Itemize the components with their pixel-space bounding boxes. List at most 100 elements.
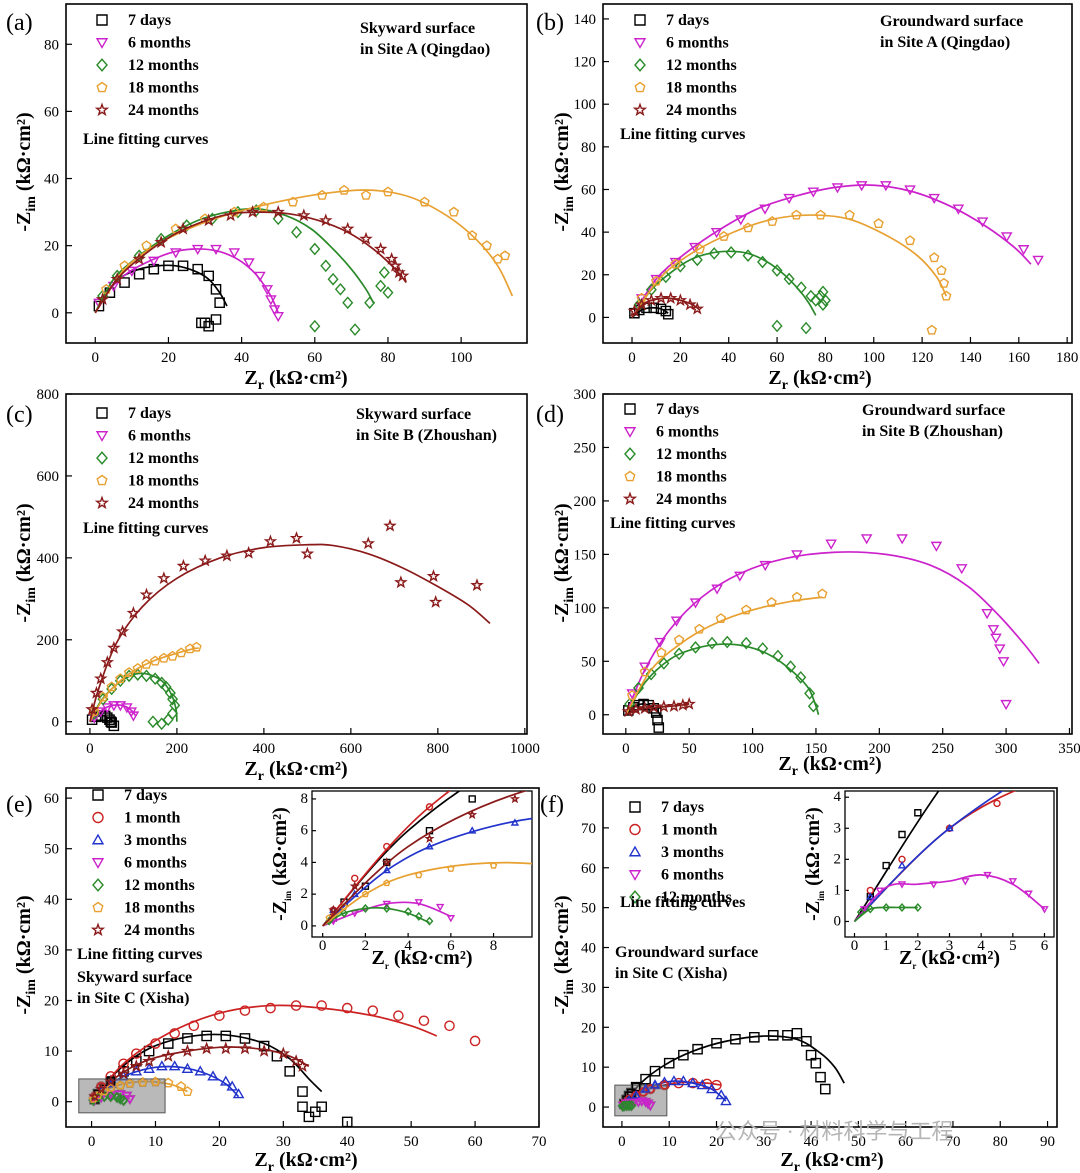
x-axis-label: Zr (kΩ·cm²) [778,753,881,779]
data-point [1024,890,1033,898]
data-point [106,682,118,696]
data-point [730,1033,741,1045]
data-point [801,1035,812,1047]
data-point [757,255,769,269]
data-point [361,536,376,550]
data-point [115,624,130,638]
data-point [657,699,671,713]
data-point [766,597,777,607]
data-point [210,244,222,256]
data-point [361,890,370,898]
data-point [297,1101,308,1113]
data-point [163,260,174,272]
legend-marker [629,890,641,904]
data-point [241,545,256,559]
data-point [673,634,685,645]
legend-label: 7 days [666,12,709,29]
x-tick-label: 40 [340,1134,355,1150]
data-point [882,902,891,913]
data-point [85,702,99,716]
y-tick-label: 150 [574,547,597,563]
data-point [689,242,701,254]
x-tick-label: 4 [404,938,412,954]
y-tick-label: 3 [834,820,842,836]
surface-annotation: Groundward surface [615,944,758,961]
data-point [180,1043,195,1057]
data-point [1032,255,1044,266]
data-point [819,294,831,307]
x-tick-label: 30 [276,1134,291,1150]
fit-curve-line [94,211,407,314]
data-point [783,193,795,205]
data-point [710,227,723,239]
data-point [898,830,906,839]
data-point [640,1073,651,1085]
legend: 7 days 6 months 12 months 18 months 24 month… [622,401,727,508]
fit-label: Line fitting curves [77,946,202,963]
data-point [207,1070,219,1081]
series-18-months [625,588,828,716]
fit-label: Line fitting curves [620,894,745,911]
data-point [156,1060,168,1071]
x-tick-label: 1 [882,938,890,954]
data-point [499,250,511,261]
data-point [938,277,950,288]
data-point [990,633,1002,644]
x-tick-label: 0 [618,1134,626,1150]
data-point [290,1000,302,1011]
fit-curve-line [625,551,1040,716]
x-tick-label: 2 [362,938,370,954]
y-tick-label: 30 [581,980,596,996]
data-point [258,201,269,212]
data-point [639,662,651,673]
data-point [817,298,829,311]
data-point [265,1002,276,1014]
data-point [138,1078,147,1087]
data-point [638,701,652,715]
data-point [783,272,795,286]
data-point [692,1043,703,1055]
data-point [880,181,892,192]
data-point [338,184,350,195]
x-tick-label: 1000 [510,741,540,757]
x-tick-label: 100 [450,350,473,366]
data-point [817,588,828,599]
data-point [154,235,168,249]
data-point [132,662,143,673]
surface-annotation: Groundward surface [862,402,1005,419]
y-tick-label: 8 [301,791,309,807]
data-point [807,187,820,198]
fit-curve-line [625,596,823,716]
data-point [721,635,733,649]
inset-y-axis-label: -Zim (kΩ·cm²) [269,807,293,921]
x-tick-label: 5 [1009,938,1017,954]
data-point [141,240,152,251]
data-point [866,892,875,900]
y-tick-label: 0 [301,918,309,934]
data-point [791,550,803,561]
data-point [318,213,333,227]
y-tick-label: 0 [52,715,60,731]
data-point [782,1029,793,1041]
data-point [952,204,965,215]
x-tick-label: 300 [995,741,1018,757]
data-point [104,714,115,725]
x-tick-label: 50 [404,1134,419,1150]
data-point [653,722,665,733]
data-point [220,1030,232,1042]
data-point [426,569,441,583]
legend-label: 18 months [124,900,195,917]
surface-annotation: Groundward surface [880,13,1023,30]
data-point [759,204,771,215]
data-point [467,826,477,834]
legend-marker [95,38,109,49]
data-point [734,571,746,582]
data-point [167,650,178,661]
x-tick-label: 80 [993,1134,1008,1150]
data-point [687,1077,699,1088]
data-point [428,594,443,608]
series-18-months [89,641,202,723]
data-point [382,900,391,909]
legend-marker [92,811,104,824]
y-tick-label: 50 [581,654,596,670]
